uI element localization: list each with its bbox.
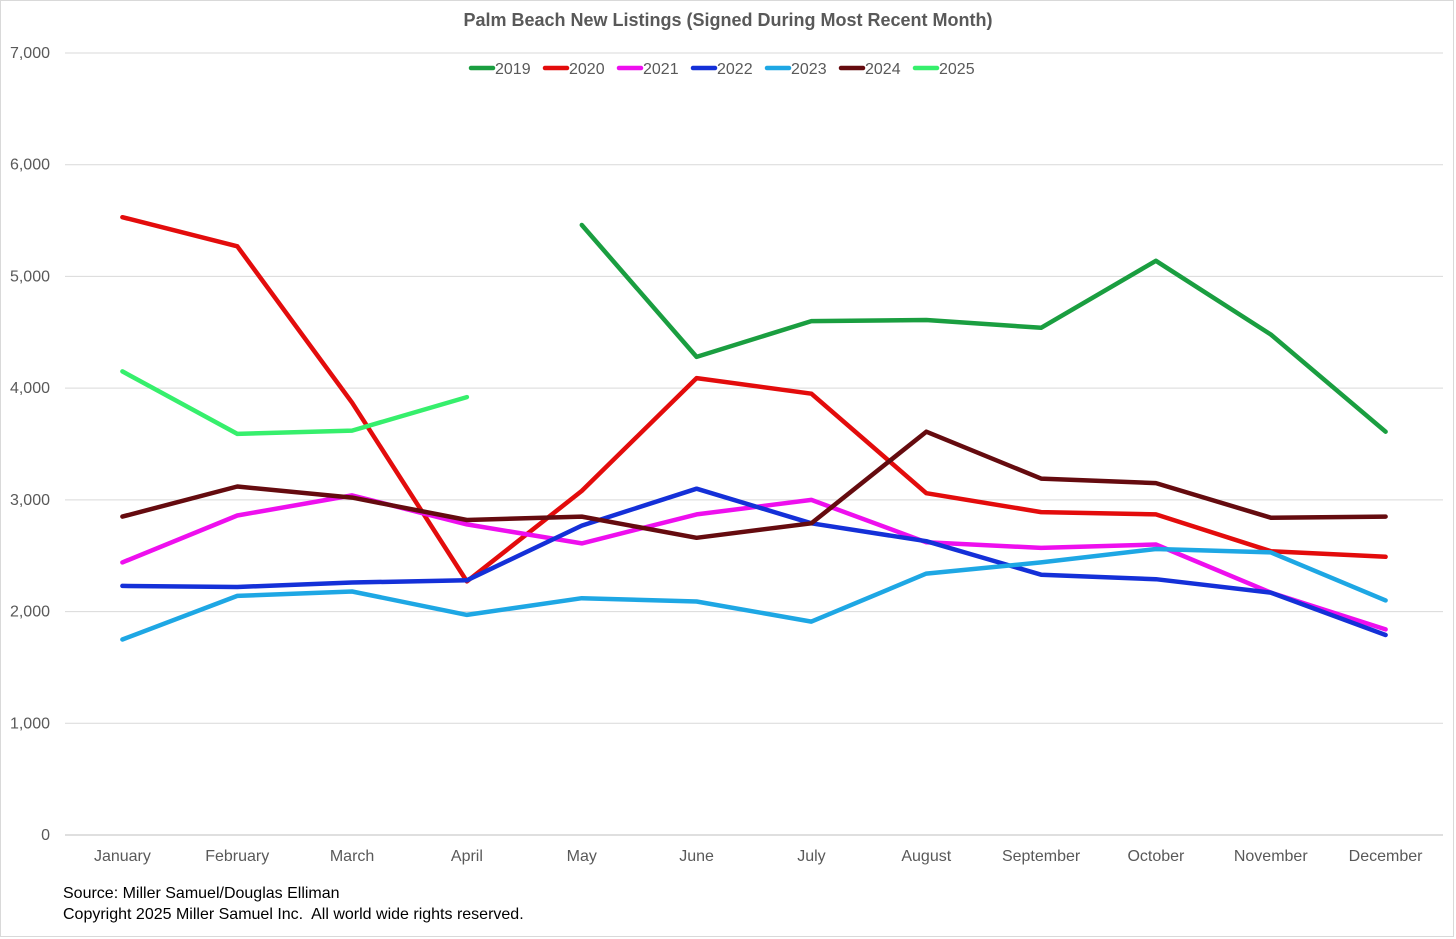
y-tick-label: 4,000 (10, 380, 50, 397)
legend: 2019 2020 2021 2022 2023 2024 2025 (468, 61, 975, 78)
legend-label-2024: 2024 (865, 61, 901, 78)
series-line-2023 (120, 546, 1388, 642)
y-tick-label: 2,000 (10, 604, 50, 621)
x-tick-label: February (205, 848, 269, 865)
y-tick-label: 6,000 (10, 157, 50, 174)
series-line-2022 (120, 486, 1388, 638)
x-tick-label: September (1002, 848, 1081, 865)
x-tick-label: April (451, 848, 483, 865)
x-tick-label: August (901, 848, 951, 865)
series-line-2024 (120, 429, 1388, 541)
series-line-2020 (120, 214, 1388, 584)
x-tick-label: May (567, 848, 597, 865)
x-tick-label: October (1127, 848, 1185, 865)
y-tick-label: 0 (41, 827, 50, 844)
x-tick-label: December (1349, 848, 1423, 865)
series-lines (120, 214, 1388, 642)
x-tick-label: January (94, 848, 151, 865)
legend-label-2025: 2025 (939, 61, 975, 78)
gridlines (65, 52, 1443, 836)
series-line-2019 (579, 222, 1388, 434)
x-tick-label: November (1234, 848, 1308, 865)
x-axis: January February March April May June July Augu… (94, 848, 1423, 865)
x-tick-label: July (797, 848, 825, 865)
y-tick-label: 7,000 (10, 45, 50, 62)
legend-label-2023: 2023 (791, 61, 827, 78)
legend-label-2020: 2020 (569, 61, 605, 78)
series-line-2025 (120, 369, 470, 437)
legend-label-2022: 2022 (717, 61, 753, 78)
copyright-note: Copyright 2025 Miller Samuel Inc. All wo… (63, 906, 524, 923)
y-tick-label: 3,000 (10, 492, 50, 509)
x-tick-label: June (679, 848, 714, 865)
y-tick-label: 1,000 (10, 715, 50, 732)
source-note: Source: Miller Samuel/Douglas Elliman (63, 885, 340, 902)
chart-title: Palm Beach New Listings (Signed During M… (463, 10, 992, 30)
y-axis: 0 1,000 2,000 3,000 4,000 5,000 6,000 7,000 (10, 45, 50, 844)
x-tick-label: March (330, 848, 374, 865)
legend-label-2019: 2019 (495, 61, 531, 78)
legend-label-2021: 2021 (643, 61, 679, 78)
y-tick-label: 5,000 (10, 268, 50, 285)
